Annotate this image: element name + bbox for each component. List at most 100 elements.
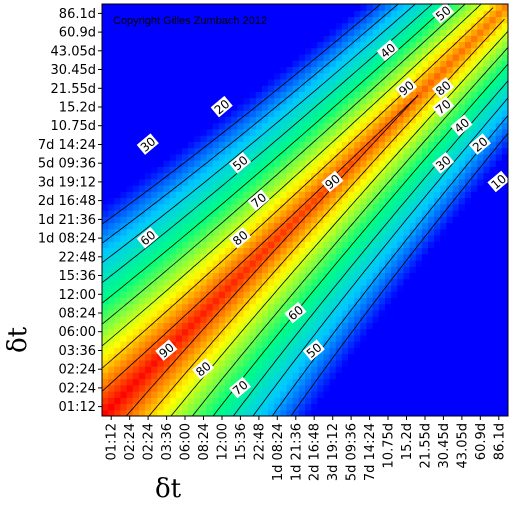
heatmap-cell — [163, 359, 171, 367]
heatmap-cell — [114, 53, 122, 61]
heatmap-cell — [317, 222, 325, 230]
heatmap-cell — [403, 222, 411, 230]
heatmap-cell — [421, 409, 429, 416]
heatmap-cell — [323, 60, 331, 68]
heatmap-cell — [243, 28, 251, 36]
heatmap-cell — [126, 372, 134, 380]
heatmap-cell — [206, 85, 214, 92]
heatmap-cell — [403, 366, 411, 373]
heatmap-cell — [360, 409, 368, 416]
heatmap-cell — [280, 191, 288, 199]
heatmap-cell — [348, 291, 355, 298]
heatmap-cell — [218, 141, 226, 149]
heatmap-cell — [286, 397, 294, 405]
heatmap-cell — [188, 110, 195, 117]
heatmap-cell — [471, 391, 478, 398]
heatmap-cell — [292, 166, 300, 174]
contour-line — [212, 63, 508, 416]
heatmap-cell — [341, 147, 349, 155]
heatmap-cell — [200, 210, 208, 217]
heatmap-cell — [261, 153, 269, 161]
heatmap-cell — [212, 35, 220, 43]
heatmap-cell — [163, 122, 171, 130]
heatmap-cell — [464, 266, 472, 274]
heatmap-cell — [384, 35, 392, 43]
heatmap-cell — [120, 284, 128, 292]
heatmap-cell — [391, 372, 398, 380]
heatmap-cell — [274, 391, 281, 398]
heatmap-cell — [341, 97, 349, 105]
heatmap-cell — [305, 247, 312, 255]
heatmap-cell — [323, 128, 331, 136]
heatmap-cell — [163, 91, 171, 99]
heatmap-cell — [329, 97, 337, 105]
heatmap-cell — [354, 397, 361, 405]
heatmap-cell — [181, 185, 189, 192]
heatmap-cell — [323, 366, 331, 373]
heatmap-cell — [495, 347, 503, 355]
heatmap-cell — [206, 166, 214, 174]
heatmap-cell — [132, 316, 140, 323]
heatmap-cell — [114, 110, 122, 117]
heatmap-cell — [132, 253, 140, 261]
heatmap-cell — [212, 178, 220, 186]
heatmap-cell — [409, 160, 417, 167]
heatmap-cell — [415, 60, 423, 68]
heatmap-cell — [255, 185, 263, 192]
heatmap-cell — [114, 60, 122, 68]
heatmap-cell — [181, 85, 189, 92]
heatmap-cell — [458, 178, 466, 186]
heatmap-cell — [194, 47, 202, 55]
heatmap-cell — [409, 72, 417, 80]
heatmap-cell — [446, 147, 454, 155]
heatmap-cell — [348, 247, 355, 255]
heatmap-cell — [360, 316, 368, 323]
heatmap-cell — [397, 22, 405, 30]
heatmap-cell — [391, 297, 398, 305]
heatmap-cell — [274, 16, 281, 24]
heatmap-cell — [409, 128, 417, 136]
heatmap-cell — [305, 372, 312, 380]
heatmap-cell — [194, 4, 202, 11]
heatmap-cell — [360, 22, 368, 30]
heatmap-cell — [212, 66, 220, 74]
heatmap-cell — [409, 391, 417, 398]
heatmap-cell — [495, 403, 503, 411]
heatmap-cell — [163, 4, 171, 11]
heatmap-cell — [218, 28, 226, 36]
heatmap-cell — [249, 91, 257, 99]
heatmap-cell — [501, 384, 508, 392]
heatmap-cell — [446, 384, 454, 392]
heatmap-cell — [360, 116, 368, 124]
heatmap-cell — [261, 266, 269, 274]
heatmap-cell — [348, 347, 355, 355]
heatmap-cell — [305, 78, 312, 86]
heatmap-cell — [157, 403, 165, 411]
heatmap-cell — [114, 278, 122, 286]
heatmap-cell — [446, 409, 454, 416]
heatmap-cell — [249, 110, 257, 117]
heatmap-cell — [225, 397, 232, 405]
heatmap-cell — [335, 116, 343, 124]
heatmap-cell — [384, 147, 392, 155]
heatmap-cell — [175, 322, 183, 330]
heatmap-cell — [286, 191, 294, 199]
heatmap-cell — [145, 72, 152, 80]
heatmap-cell — [132, 141, 140, 149]
heatmap-cell — [440, 278, 448, 286]
heatmap-cell — [237, 322, 245, 330]
heatmap-cell — [126, 78, 134, 86]
heatmap-cell — [348, 216, 355, 224]
heatmap-cell — [458, 378, 466, 386]
heatmap-cell — [255, 53, 263, 61]
heatmap-cell — [225, 28, 232, 36]
heatmap-cell — [378, 172, 386, 180]
heatmap-cell — [311, 403, 318, 411]
heatmap-cell — [434, 172, 441, 180]
heatmap-cell — [409, 378, 417, 386]
heatmap-cell — [354, 103, 361, 111]
heatmap-cell — [114, 160, 122, 167]
heatmap-cell — [421, 97, 429, 105]
heatmap-cell — [391, 103, 398, 111]
y-tick-label: 22:48 — [59, 250, 96, 265]
